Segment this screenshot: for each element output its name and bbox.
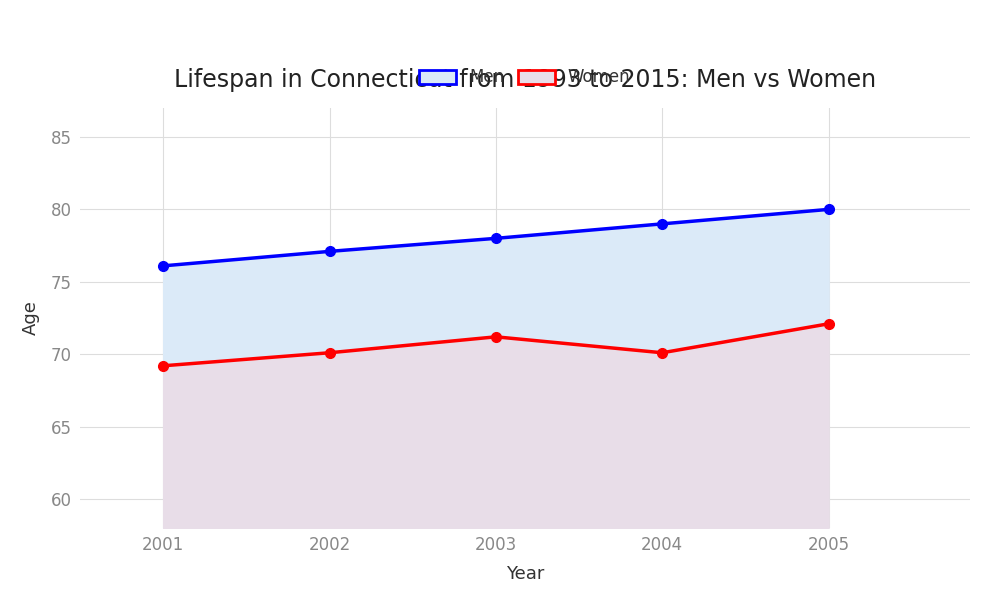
X-axis label: Year: Year (506, 565, 544, 583)
Legend: Men, Women: Men, Women (413, 62, 637, 93)
Title: Lifespan in Connecticut from 1993 to 2015: Men vs Women: Lifespan in Connecticut from 1993 to 201… (174, 68, 876, 92)
Y-axis label: Age: Age (22, 301, 40, 335)
